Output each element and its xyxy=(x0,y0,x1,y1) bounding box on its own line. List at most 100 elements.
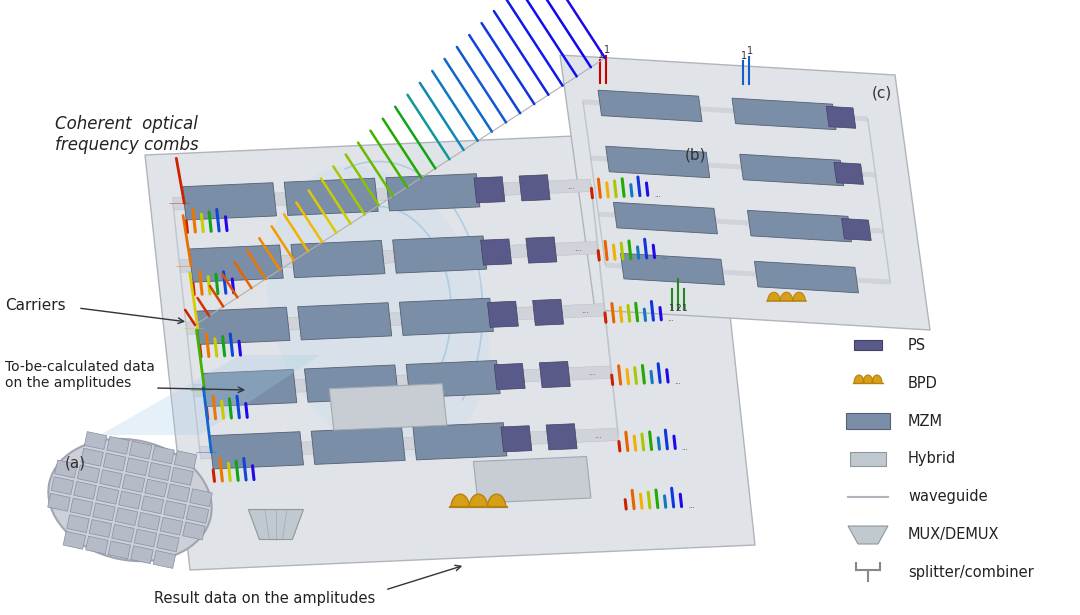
Polygon shape xyxy=(122,474,145,492)
Text: Result data on the amplitudes: Result data on the amplitudes xyxy=(154,590,376,606)
Polygon shape xyxy=(131,546,153,563)
Polygon shape xyxy=(183,183,276,220)
Polygon shape xyxy=(487,301,518,327)
Polygon shape xyxy=(780,292,793,301)
Polygon shape xyxy=(200,428,619,459)
Text: 1: 1 xyxy=(681,304,688,314)
Polygon shape xyxy=(526,237,557,263)
Polygon shape xyxy=(561,55,930,330)
Text: To-be-calculated data
on the amplitudes: To-be-calculated data on the amplitudes xyxy=(5,360,154,390)
Polygon shape xyxy=(104,453,125,471)
Polygon shape xyxy=(519,175,550,201)
Polygon shape xyxy=(70,498,93,516)
Text: MZM: MZM xyxy=(908,413,943,429)
Text: 2: 2 xyxy=(676,304,681,314)
Polygon shape xyxy=(546,424,577,450)
Text: 1: 1 xyxy=(604,45,610,55)
Polygon shape xyxy=(179,241,598,272)
Polygon shape xyxy=(501,426,531,452)
Text: splitter/combiner: splitter/combiner xyxy=(908,566,1034,581)
Bar xyxy=(850,452,886,466)
Text: ...: ... xyxy=(567,181,576,191)
Polygon shape xyxy=(90,520,111,538)
Polygon shape xyxy=(85,536,108,554)
Text: ...: ... xyxy=(588,368,595,378)
Polygon shape xyxy=(386,173,480,211)
Text: BPD: BPD xyxy=(908,376,937,391)
Polygon shape xyxy=(100,355,320,435)
Polygon shape xyxy=(605,263,891,285)
Polygon shape xyxy=(116,508,138,526)
Polygon shape xyxy=(138,512,160,530)
Polygon shape xyxy=(107,437,130,454)
Polygon shape xyxy=(160,517,183,535)
Polygon shape xyxy=(755,261,859,293)
Polygon shape xyxy=(93,503,116,521)
Polygon shape xyxy=(189,245,283,282)
Text: ...: ... xyxy=(688,503,694,509)
Text: waveguide: waveguide xyxy=(908,490,987,504)
Ellipse shape xyxy=(49,439,212,561)
Text: Coherent  optical
frequency combs: Coherent optical frequency combs xyxy=(55,115,199,154)
Ellipse shape xyxy=(267,166,489,457)
Polygon shape xyxy=(111,525,134,542)
Polygon shape xyxy=(740,154,843,186)
Text: Hybrid: Hybrid xyxy=(908,451,956,467)
Polygon shape xyxy=(186,304,605,335)
Text: 1: 1 xyxy=(669,304,674,314)
Text: (c): (c) xyxy=(872,85,892,100)
Text: ...: ... xyxy=(575,244,582,253)
Polygon shape xyxy=(126,458,148,475)
Polygon shape xyxy=(51,477,73,494)
Polygon shape xyxy=(186,506,208,523)
Text: ...: ... xyxy=(674,379,681,384)
Bar xyxy=(854,340,882,350)
Polygon shape xyxy=(613,202,717,234)
Polygon shape xyxy=(203,370,297,407)
Polygon shape xyxy=(78,465,99,483)
Polygon shape xyxy=(171,467,193,485)
Polygon shape xyxy=(406,360,500,398)
Polygon shape xyxy=(119,491,141,509)
Polygon shape xyxy=(583,100,868,121)
Text: ...: ... xyxy=(681,445,688,451)
Polygon shape xyxy=(173,179,592,210)
Polygon shape xyxy=(210,432,303,469)
Polygon shape xyxy=(141,496,164,514)
Polygon shape xyxy=(84,432,107,450)
Polygon shape xyxy=(311,427,405,464)
Polygon shape xyxy=(96,486,119,504)
Polygon shape xyxy=(474,177,504,203)
Bar xyxy=(846,413,890,429)
Polygon shape xyxy=(153,550,176,568)
Polygon shape xyxy=(99,470,122,488)
Polygon shape xyxy=(167,484,190,502)
Text: ...: ... xyxy=(667,316,674,322)
Polygon shape xyxy=(183,522,205,540)
Polygon shape xyxy=(108,541,131,559)
Polygon shape xyxy=(747,210,851,242)
Text: 1: 1 xyxy=(741,51,747,61)
Polygon shape xyxy=(848,526,888,544)
Polygon shape xyxy=(130,441,152,459)
Text: PS: PS xyxy=(908,338,927,352)
Polygon shape xyxy=(473,456,591,503)
Polygon shape xyxy=(591,156,876,178)
Polygon shape xyxy=(872,375,882,383)
Polygon shape xyxy=(190,489,213,507)
Polygon shape xyxy=(48,493,70,511)
Polygon shape xyxy=(248,509,303,539)
Polygon shape xyxy=(298,303,392,340)
Text: (b): (b) xyxy=(685,148,705,163)
Polygon shape xyxy=(495,363,525,390)
Text: MUX/DEMUX: MUX/DEMUX xyxy=(908,528,999,542)
Polygon shape xyxy=(598,90,702,122)
Polygon shape xyxy=(55,460,78,478)
Polygon shape xyxy=(134,529,157,547)
Text: ...: ... xyxy=(654,192,661,198)
Polygon shape xyxy=(164,501,186,518)
Polygon shape xyxy=(63,531,85,549)
Polygon shape xyxy=(481,239,512,265)
Polygon shape xyxy=(413,423,507,460)
Polygon shape xyxy=(145,479,167,497)
